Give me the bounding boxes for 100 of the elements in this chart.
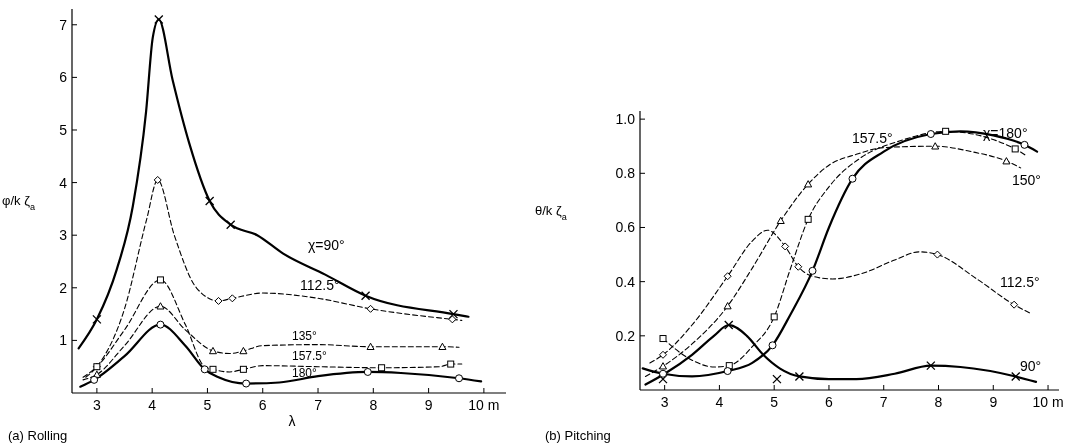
point <box>659 350 667 359</box>
point <box>1020 140 1029 149</box>
text: (a) Rolling <box>8 428 68 443</box>
point <box>455 374 464 383</box>
point <box>926 130 935 139</box>
point <box>770 313 778 321</box>
point <box>659 362 667 370</box>
point <box>794 262 803 271</box>
point <box>239 346 248 355</box>
point <box>776 216 785 224</box>
point <box>208 346 217 355</box>
point <box>1010 300 1019 309</box>
point <box>209 365 217 373</box>
point <box>242 379 251 388</box>
point <box>447 360 455 368</box>
point <box>1011 371 1021 382</box>
x-tick-label: 6 <box>825 394 834 410</box>
series-label: 150° <box>1012 172 1041 188</box>
series-label: χ=90° <box>308 237 345 253</box>
point <box>363 367 372 376</box>
point <box>794 371 805 382</box>
x-tick-label: 5 <box>203 397 212 413</box>
line-series <box>77 18 470 350</box>
x-tick-label: 8 <box>369 397 378 413</box>
point <box>378 364 386 372</box>
point <box>239 365 247 373</box>
y-tick-label: 3 <box>59 227 68 244</box>
point <box>90 375 99 384</box>
text: (b) Pitching <box>545 428 611 443</box>
y-tick-label: 0.6 <box>615 219 636 236</box>
point <box>366 342 375 351</box>
x-tick-label: 4 <box>148 397 157 413</box>
y-tick-label: 0.8 <box>615 165 636 182</box>
point <box>926 360 936 371</box>
y-axis-title: φ/k ζ$_{a}$ <box>2 193 36 212</box>
point <box>448 309 459 319</box>
point <box>768 341 777 350</box>
x-tick-label: 10 m <box>1032 394 1064 410</box>
x-tick-label: 9 <box>989 394 998 410</box>
series-label: 157.5° <box>292 349 328 363</box>
point <box>659 369 667 378</box>
point <box>933 250 942 259</box>
x-tick-label: 9 <box>424 397 433 413</box>
x-tick-label: 7 <box>879 394 888 410</box>
series-label: 157.5° <box>852 130 893 146</box>
x-tick-label: 3 <box>660 394 669 410</box>
point <box>205 196 215 206</box>
point <box>1011 145 1019 153</box>
point <box>804 180 813 188</box>
point <box>723 272 732 281</box>
point <box>931 142 940 150</box>
series-label: 135° <box>292 329 318 343</box>
y-tick-label: 2 <box>59 279 68 296</box>
point <box>154 14 164 25</box>
x-tick-label: 3 <box>92 397 101 413</box>
y-tick-label: 0.2 <box>615 327 636 344</box>
series-label: 112.5° <box>1000 274 1040 290</box>
point <box>438 342 447 351</box>
x-tick-label: 10 m <box>468 397 500 413</box>
point <box>214 296 223 305</box>
y-axis-title: θ/k ζ$_{a}$ <box>535 203 568 222</box>
point <box>804 215 812 223</box>
point <box>153 175 162 184</box>
point <box>200 365 209 374</box>
y-tick-label: 4 <box>59 174 68 191</box>
point <box>360 291 371 301</box>
point <box>723 302 732 310</box>
point <box>781 242 790 251</box>
point <box>93 363 101 371</box>
point <box>808 266 817 275</box>
point <box>848 174 857 183</box>
point <box>723 367 732 376</box>
point <box>156 320 165 329</box>
x-tick-label: 8 <box>934 394 943 410</box>
y-tick-label: 6 <box>59 69 68 86</box>
point <box>156 302 165 310</box>
point <box>1002 157 1011 165</box>
x-tick-label: 5 <box>770 394 779 410</box>
series-label: 112.5° <box>300 277 340 293</box>
point <box>942 127 950 135</box>
point <box>92 314 102 325</box>
x-tick-label: 6 <box>258 397 267 413</box>
series-label: 90° <box>1020 358 1042 374</box>
point <box>772 374 782 384</box>
y-tick-label: 7 <box>59 16 68 33</box>
series-label: 180° <box>292 366 318 380</box>
y-tick-label: 0.4 <box>615 273 636 290</box>
point <box>658 374 668 384</box>
x-tick-label: 7 <box>314 397 323 413</box>
point <box>659 335 667 343</box>
y-tick-label: 1 <box>59 332 68 349</box>
point <box>724 320 734 330</box>
x-axis-title: λ <box>288 413 296 429</box>
y-tick-label: 5 <box>59 121 68 138</box>
point <box>156 276 164 284</box>
point <box>366 304 375 313</box>
point <box>448 315 457 324</box>
point <box>226 220 236 230</box>
point <box>228 294 237 303</box>
y-tick-label: 1.0 <box>615 111 636 128</box>
